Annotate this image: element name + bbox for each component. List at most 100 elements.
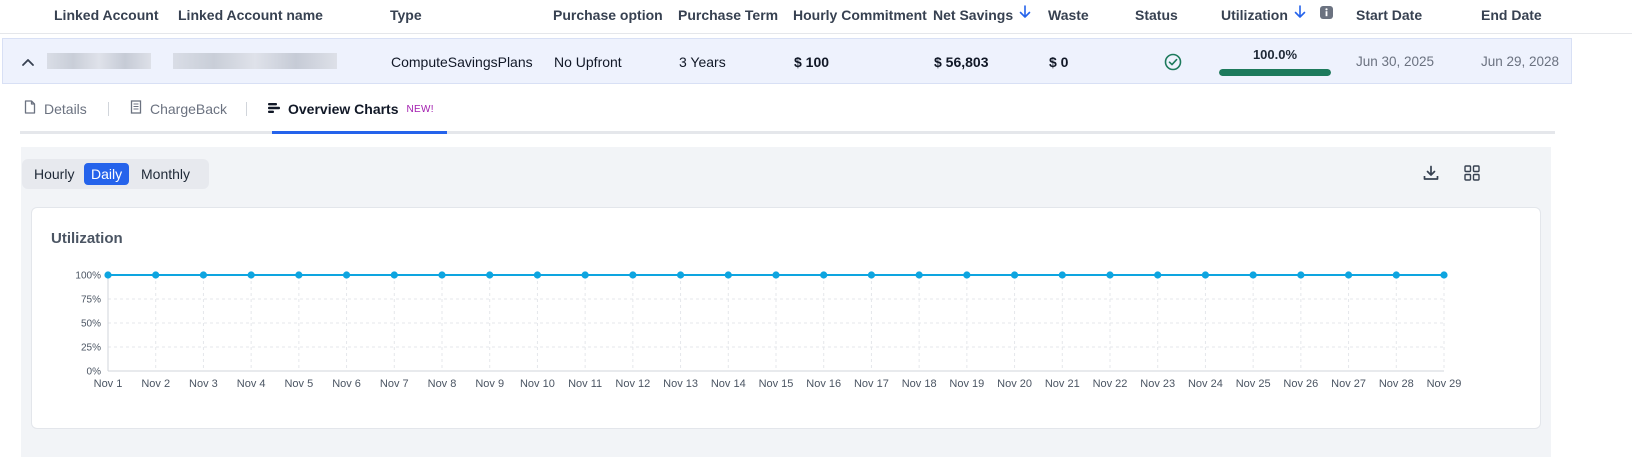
x-tick-label: Nov 17 bbox=[854, 378, 889, 390]
data-point bbox=[963, 271, 971, 279]
data-point bbox=[581, 271, 589, 279]
header-type[interactable]: Type bbox=[390, 7, 422, 23]
x-tick-label: Nov 22 bbox=[1093, 378, 1128, 390]
data-point bbox=[342, 271, 351, 279]
header-net-savings-cell[interactable]: Net Savings bbox=[933, 0, 1031, 33]
grid-layout-icon[interactable] bbox=[1464, 165, 1480, 186]
x-tick-label: Nov 8 bbox=[428, 378, 457, 390]
collapse-row-button[interactable] bbox=[21, 39, 35, 85]
row-waste: $ 0 bbox=[1049, 54, 1069, 70]
table-header: Linked Account Linked Account name Type … bbox=[0, 0, 1632, 34]
header-purchase-option[interactable]: Purchase option bbox=[553, 7, 663, 23]
header-start-date[interactable]: Start Date bbox=[1356, 7, 1423, 23]
granularity-daily-button[interactable]: Daily bbox=[84, 163, 130, 185]
chevron-up-icon bbox=[22, 59, 34, 66]
utilization-chart-card: Utilization 0% 25% 50% 75% 100% Nov 1 Nov 2 Nov… bbox=[31, 207, 1541, 429]
data-point bbox=[104, 271, 112, 279]
info-icon[interactable] bbox=[1319, 0, 1333, 30]
granularity-hourly-button[interactable]: Hourly bbox=[34, 166, 75, 182]
tab-overview-charts-label: Overview Charts bbox=[288, 101, 399, 117]
x-tick-label: Nov 28 bbox=[1379, 378, 1414, 390]
data-point bbox=[1249, 271, 1257, 279]
header-hourly-commitment[interactable]: Hourly Commitment bbox=[793, 7, 927, 23]
x-tick-label: Nov 16 bbox=[806, 378, 841, 390]
tab-chargeback-label: ChargeBack bbox=[150, 101, 228, 117]
x-tick-label: Nov 23 bbox=[1140, 378, 1175, 390]
header-utilization-cell[interactable]: Utilization bbox=[1221, 0, 1333, 33]
x-tick-label: Nov 19 bbox=[949, 378, 984, 390]
data-point bbox=[1297, 271, 1305, 279]
x-tick-label: Nov 24 bbox=[1188, 378, 1223, 390]
header-linked-account[interactable]: Linked Account bbox=[54, 7, 159, 23]
row-type: ComputeSavingsPlans bbox=[391, 54, 533, 70]
data-point bbox=[1201, 271, 1210, 279]
data-point bbox=[199, 271, 208, 279]
x-tick-label: Nov 27 bbox=[1331, 378, 1366, 390]
data-point bbox=[1154, 271, 1162, 279]
sort-down-icon[interactable] bbox=[1294, 0, 1306, 30]
header-linked-account-name[interactable]: Linked Account name bbox=[178, 7, 323, 23]
data-point bbox=[676, 271, 685, 279]
linked-account-redacted bbox=[47, 53, 151, 69]
bar-chart-icon bbox=[268, 96, 280, 122]
document-icon bbox=[24, 96, 36, 122]
x-tick-label: Nov 3 bbox=[189, 378, 218, 390]
data-point bbox=[1440, 271, 1448, 279]
x-tick-label: Nov 1 bbox=[94, 378, 123, 390]
new-badge: NEW! bbox=[406, 104, 434, 115]
chart-title: Utilization bbox=[51, 230, 123, 247]
header-net-savings: Net Savings bbox=[933, 7, 1014, 23]
download-icon[interactable] bbox=[1423, 165, 1439, 186]
row-hourly-commitment: $ 100 bbox=[794, 54, 830, 70]
tabs-divider bbox=[20, 131, 1555, 134]
header-purchase-term[interactable]: Purchase Term bbox=[678, 7, 779, 23]
data-point bbox=[533, 271, 542, 279]
check-circle-icon bbox=[1164, 53, 1182, 71]
x-tick-label: Nov 15 bbox=[759, 378, 794, 390]
overview-charts-panel: Hourly Daily Monthly Utilization 0% 25% 50… bbox=[21, 147, 1551, 457]
y-tick-label: 100% bbox=[75, 271, 101, 282]
data-point bbox=[1392, 271, 1400, 279]
data-point bbox=[820, 271, 828, 279]
header-waste[interactable]: Waste bbox=[1048, 7, 1089, 23]
x-tick-label: Nov 10 bbox=[520, 378, 555, 390]
tab-overview-charts[interactable]: Overview Charts NEW! bbox=[268, 96, 434, 131]
x-tick-label: Nov 21 bbox=[1045, 378, 1080, 390]
tab-details[interactable]: Details bbox=[24, 96, 87, 131]
tab-details-label: Details bbox=[44, 101, 87, 117]
x-tick-label: Nov 2 bbox=[141, 378, 170, 390]
x-tick-label: Nov 29 bbox=[1427, 378, 1462, 390]
utilization-progress-bar bbox=[1219, 69, 1331, 76]
sort-down-icon[interactable] bbox=[1019, 0, 1031, 30]
receipt-icon bbox=[130, 96, 142, 122]
header-end-date[interactable]: End Date bbox=[1481, 7, 1542, 23]
linked-account-name-redacted bbox=[173, 53, 337, 69]
utilization-line-chart: 0% 25% 50% 75% 100% Nov 1 Nov 2 Nov 3 Nov 4 Nov 5… bbox=[75, 271, 1462, 391]
row-start-date: Jun 30, 2025 bbox=[1356, 54, 1435, 69]
x-tick-label: Nov 13 bbox=[663, 378, 698, 390]
utilization-progress-fill bbox=[1219, 69, 1331, 76]
x-tick-label: Nov 4 bbox=[237, 378, 266, 390]
data-point bbox=[438, 271, 446, 279]
data-point bbox=[915, 271, 923, 279]
x-tick-label: Nov 6 bbox=[332, 378, 361, 390]
detail-tabs: Details ChargeBack Overview Charts NEW! bbox=[20, 96, 1555, 134]
data-point bbox=[867, 271, 876, 279]
row-net-savings: $ 56,803 bbox=[934, 54, 989, 70]
tab-separator bbox=[246, 102, 247, 116]
header-status[interactable]: Status bbox=[1135, 7, 1178, 23]
granularity-toggle: Hourly Daily Monthly bbox=[22, 159, 209, 189]
tab-chargeback[interactable]: ChargeBack bbox=[130, 96, 227, 131]
table-row[interactable]: ComputeSavingsPlans No Upfront 3 Years $… bbox=[2, 38, 1572, 84]
x-tick-label: Nov 18 bbox=[902, 378, 937, 390]
data-point bbox=[724, 271, 732, 279]
data-point bbox=[1106, 271, 1114, 279]
tab-separator bbox=[108, 102, 109, 116]
header-utilization: Utilization bbox=[1221, 7, 1288, 23]
data-point bbox=[629, 271, 637, 279]
data-point bbox=[1344, 271, 1353, 279]
x-tick-label: Nov 7 bbox=[380, 378, 409, 390]
data-point bbox=[247, 271, 255, 279]
data-point bbox=[295, 271, 303, 279]
granularity-monthly-button[interactable]: Monthly bbox=[141, 166, 191, 182]
